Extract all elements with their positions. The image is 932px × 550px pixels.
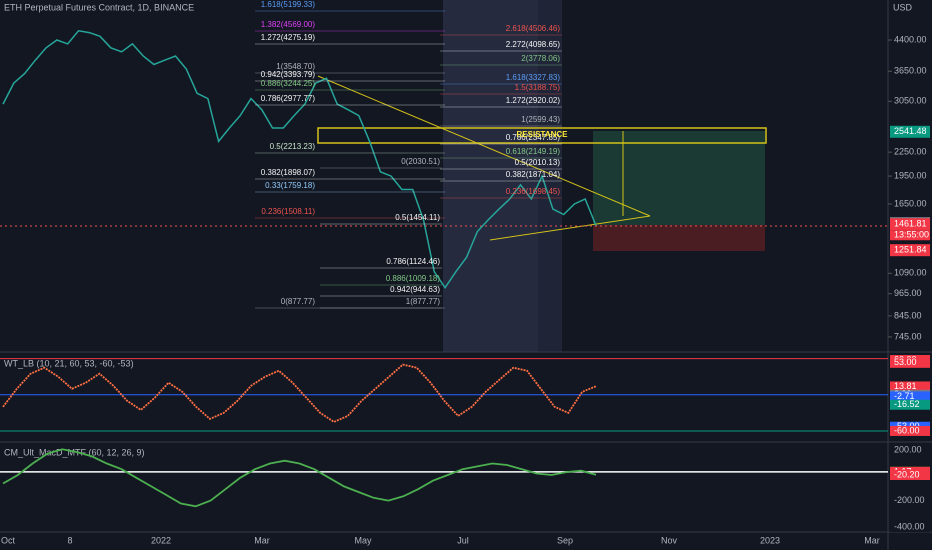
y-tick-label: 845.00	[894, 310, 922, 320]
chart-title: ETH Perpetual Futures Contract, 1D, BINA…	[4, 2, 194, 12]
fib-label: 1.618(5199.33)	[261, 0, 316, 9]
fib-label: 1.5(3188.75)	[515, 83, 561, 92]
series-line	[2, 448, 597, 508]
x-tick-label: 8	[67, 535, 72, 545]
fib-label: 0.382(1898.07)	[261, 168, 316, 177]
y-tick-label: -20.20	[894, 469, 920, 479]
y-tick-label: 2250.00	[894, 147, 927, 157]
y-tick-label: -60.00	[894, 425, 920, 435]
fib-label: 0.786(2347.85)	[506, 133, 561, 142]
y-tick-label: 1650.00	[894, 198, 927, 208]
axis-unit: USD	[893, 2, 913, 12]
tick-badge	[890, 399, 930, 410]
y-tick-label: 1950.00	[894, 170, 927, 180]
tick-badge	[890, 495, 930, 506]
fib-label: 0.5(1454.11)	[395, 213, 440, 222]
fib-label: 0.786(2977.77)	[261, 94, 316, 103]
fib-label: 0.382(1871.04)	[506, 170, 561, 179]
series-line	[2, 363, 597, 423]
triangle-upper	[317, 75, 651, 217]
fib-label: 0.886(3244.25)	[261, 79, 316, 88]
price-badge-label: 2541.48	[894, 126, 927, 136]
tick-badge	[890, 357, 930, 368]
y-tick-label: 13.81	[894, 381, 917, 391]
resistance-zone	[317, 127, 767, 144]
price-badge-label: 1461.81	[894, 219, 927, 229]
fib-label: 1.618(3327.83)	[506, 73, 561, 82]
series-line	[2, 29, 597, 290]
fib-label: 0.618(2149.19)	[506, 147, 561, 156]
long-stop-zone	[593, 225, 765, 251]
fib-label: 0.236(1508.11)	[261, 207, 315, 216]
price-badge-label: 1251.84	[894, 245, 927, 255]
tick-badge	[890, 391, 930, 402]
fib-label: 1.382(4569.00)	[261, 20, 316, 29]
date-range-shade	[443, 0, 538, 352]
fib-label: 2.272(4098.65)	[506, 40, 561, 49]
tick-badge	[890, 522, 930, 532]
fib-label: 0.942(944.63)	[390, 285, 440, 294]
countdown-badge	[890, 230, 930, 241]
fib-label: RESISTANCE	[517, 130, 569, 139]
y-tick-label: -16.52	[894, 399, 920, 409]
price-badge	[890, 244, 930, 257]
y-tick-label: -400.00	[894, 521, 925, 531]
y-tick-label: 1090.00	[894, 268, 927, 278]
x-tick-label: Oct	[1, 535, 16, 545]
fib-label: 0.5(2010.13)	[515, 158, 561, 167]
fib-label: 1(2599.43)	[521, 115, 560, 124]
x-tick-label: May	[354, 535, 372, 545]
x-tick-label: 2022	[151, 535, 171, 545]
fib-label: 1(877.77)	[406, 297, 441, 306]
fib-label: 0.942(3393.79)	[261, 70, 316, 79]
fib-label: 1.272(2920.02)	[506, 96, 561, 105]
y-tick-label: 3050.00	[894, 96, 927, 106]
x-tick-label: Mar	[864, 535, 880, 545]
tick-badge	[890, 469, 930, 480]
fib-label: 0.886(1009.18)	[386, 274, 441, 283]
tick-badge	[890, 445, 930, 455]
x-tick-label: Nov	[661, 535, 678, 545]
triangle-lower	[489, 215, 651, 241]
fib-label: 1(3548.70)	[276, 62, 315, 71]
fib-label: 0.786(1124.46)	[386, 257, 440, 266]
x-tick-label: Jul	[457, 535, 469, 545]
y-tick-label: 965.00	[894, 288, 922, 298]
x-tick-label: Mar	[254, 535, 270, 545]
indicator-title: WT_LB (10, 21, 60, 53, -60, -53)	[4, 358, 134, 368]
countdown: 13:55:00	[894, 230, 929, 240]
y-tick-label: 745.00	[894, 331, 922, 341]
fib-label: 0.236(1698.45)	[506, 187, 561, 196]
fib-label: 2.618(4506.46)	[506, 24, 561, 33]
y-tick-label: 4400.00	[894, 34, 927, 44]
long-target-zone	[593, 131, 765, 225]
tick-badge	[890, 425, 930, 436]
x-tick-label: 2023	[760, 535, 780, 545]
fib-label: 2(3778.06)	[521, 54, 560, 63]
fib-label: 0.33(1759.18)	[265, 181, 315, 190]
fib-label: 1.272(4275.19)	[261, 33, 316, 42]
tick-badge	[890, 381, 930, 392]
y-tick-label: 200.00	[894, 444, 922, 454]
price-badge	[890, 125, 930, 138]
x-tick-label: Sep	[557, 535, 573, 545]
y-tick-label: 3650.00	[894, 66, 927, 76]
fib-label: 0(2030.51)	[401, 157, 440, 166]
y-tick-label: -200.00	[894, 495, 925, 505]
fib-label: 0(877.77)	[281, 297, 316, 306]
y-tick-label: -2.71	[894, 391, 915, 401]
y-tick-label: 53.00	[894, 357, 917, 367]
fib-label: 0.5(2213.23)	[270, 142, 316, 151]
price-badge	[890, 218, 930, 231]
